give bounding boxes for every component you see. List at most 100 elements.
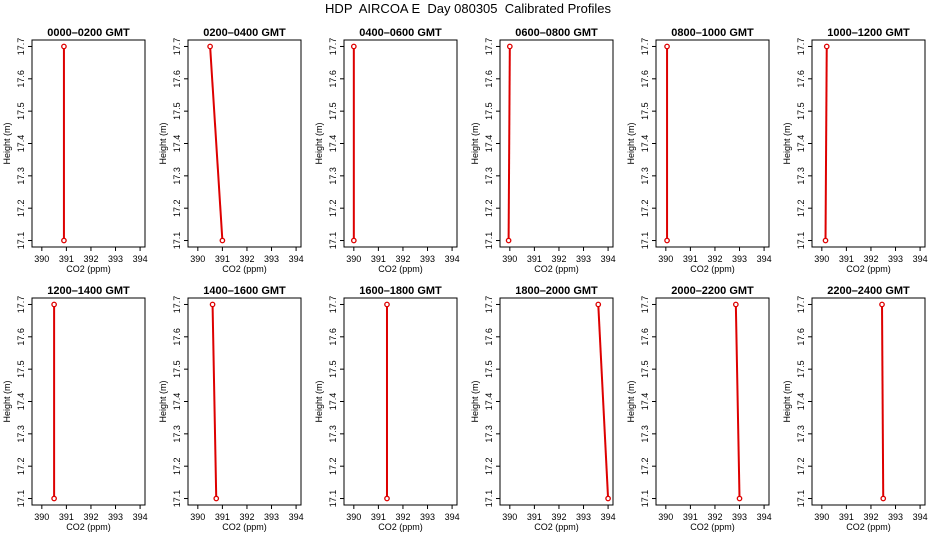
y-tick-label: 17.5 xyxy=(640,102,650,120)
chart-panel: 2200–2400 GMT 390 391 392 393 394 17.1 17.2 17.3… xyxy=(782,285,928,532)
y-tick-label: 17.7 xyxy=(484,38,494,56)
x-tick-label: 392 xyxy=(395,254,410,264)
y-tick-label: 17.4 xyxy=(172,393,182,411)
y-tick-label: 17.6 xyxy=(640,328,650,346)
y-tick-label: 17.4 xyxy=(796,135,806,153)
data-point xyxy=(207,43,213,50)
x-axis-label: CO2 (ppm) xyxy=(222,522,267,532)
y-tick-label: 17.3 xyxy=(328,425,338,443)
plot-frame xyxy=(343,297,458,506)
x-axis-label: CO2 (ppm) xyxy=(222,264,267,274)
plot-frame xyxy=(31,297,146,506)
chart-panel: 1400–1600 GMT 390 391 392 393 394 17.1 17.2 17.3… xyxy=(158,285,304,532)
data-point xyxy=(384,301,390,308)
x-tick-label: 391 xyxy=(215,254,230,264)
x-tick-label: 390 xyxy=(34,254,49,264)
data-point xyxy=(506,43,513,50)
y-tick-label: 17.4 xyxy=(640,393,650,411)
profile-line xyxy=(597,304,610,499)
plot-frame xyxy=(811,39,926,248)
chart-title: 0800–1000 GMT xyxy=(671,27,754,39)
data-point xyxy=(822,237,829,244)
y-tick-label: 17.5 xyxy=(796,360,806,378)
y-tick-label: 17.4 xyxy=(484,393,494,411)
data-point xyxy=(732,301,739,308)
chart-title: 2000–2200 GMT xyxy=(671,285,754,297)
y-tick-label: 17.1 xyxy=(16,490,26,508)
data-point xyxy=(213,495,220,502)
x-tick-label: 391 xyxy=(683,254,698,264)
chart-panel: 1800–2000 GMT 390 391 392 393 394 17.1 17.2 17.3… xyxy=(470,285,616,532)
y-tick-label: 17.5 xyxy=(16,102,26,120)
x-tick-label: 392 xyxy=(551,254,566,264)
profile-line xyxy=(211,304,218,499)
x-tick-label: 393 xyxy=(732,254,747,264)
x-tick-label: 390 xyxy=(190,254,205,264)
y-tick-label: 17.1 xyxy=(328,232,338,250)
x-axis-label: CO2 (ppm) xyxy=(534,522,579,532)
x-axis-label: CO2 (ppm) xyxy=(378,264,423,274)
y-tick-label: 17.1 xyxy=(640,490,650,508)
y-tick-label: 17.2 xyxy=(640,199,650,217)
y-tick-label: 17.7 xyxy=(328,38,338,56)
x-tick-label: 393 xyxy=(732,512,747,522)
y-tick-label: 17.2 xyxy=(640,457,650,475)
y-tick-label: 17.3 xyxy=(484,425,494,443)
y-tick-label: 17.1 xyxy=(328,490,338,508)
y-tick-label: 17.7 xyxy=(640,296,650,314)
y-tick-label: 17.3 xyxy=(172,425,182,443)
y-tick-label: 17.7 xyxy=(16,296,26,314)
data-point xyxy=(505,237,512,244)
y-tick-label: 17.2 xyxy=(16,457,26,475)
data-point xyxy=(664,43,670,50)
plot-frame xyxy=(811,297,926,506)
y-tick-label: 17.2 xyxy=(796,457,806,475)
y-axis-label: Height (m) xyxy=(470,380,480,422)
y-tick-label: 17.5 xyxy=(640,360,650,378)
data-point xyxy=(350,43,357,50)
y-tick-label: 17.1 xyxy=(16,232,26,250)
chart-title: 0600–0800 GMT xyxy=(515,27,598,39)
y-tick-label: 17.6 xyxy=(796,328,806,346)
x-tick-label: 394 xyxy=(913,254,928,264)
y-tick-label: 17.6 xyxy=(16,70,26,88)
x-tick-label: 390 xyxy=(502,512,517,522)
y-tick-label: 17.7 xyxy=(16,38,26,56)
x-tick-label: 394 xyxy=(133,254,148,264)
data-point xyxy=(736,495,743,502)
x-tick-label: 394 xyxy=(289,512,304,522)
x-tick-label: 392 xyxy=(863,512,878,522)
x-tick-label: 390 xyxy=(346,254,361,264)
y-tick-label: 17.3 xyxy=(796,167,806,185)
x-tick-label: 391 xyxy=(527,512,542,522)
y-tick-label: 17.4 xyxy=(172,135,182,153)
y-tick-label: 17.1 xyxy=(640,232,650,250)
data-point xyxy=(879,301,885,308)
x-tick-label: 390 xyxy=(346,512,361,522)
y-tick-label: 17.4 xyxy=(328,135,338,153)
chart-panel: 0400–0600 GMT 390 391 392 393 394 17.1 17.2 17.3… xyxy=(314,27,460,274)
y-tick-label: 17.1 xyxy=(484,232,494,250)
y-tick-label: 17.5 xyxy=(328,102,338,120)
y-axis-label: Height (m) xyxy=(314,380,324,422)
x-tick-label: 394 xyxy=(757,254,772,264)
chart-panel: 0000–0200 GMT 390 391 392 393 394 17.1 17.2 17.3… xyxy=(2,27,148,274)
y-tick-label: 17.1 xyxy=(796,232,806,250)
x-tick-label: 394 xyxy=(445,512,460,522)
x-tick-label: 390 xyxy=(658,512,673,522)
y-tick-label: 17.2 xyxy=(16,199,26,217)
profile-line xyxy=(209,46,224,241)
x-tick-label: 394 xyxy=(133,512,148,522)
x-axis-label: CO2 (ppm) xyxy=(846,522,891,532)
chart-title: 1200–1400 GMT xyxy=(47,285,130,297)
x-tick-label: 391 xyxy=(839,512,854,522)
y-tick-label: 17.7 xyxy=(484,296,494,314)
data-point xyxy=(664,237,670,244)
y-tick-label: 17.6 xyxy=(328,328,338,346)
x-tick-label: 391 xyxy=(59,254,74,264)
y-tick-label: 17.7 xyxy=(172,38,182,56)
y-axis-label: Height (m) xyxy=(626,122,636,164)
plot-frame xyxy=(655,39,770,248)
x-axis-label: CO2 (ppm) xyxy=(690,264,735,274)
data-point xyxy=(61,237,67,244)
